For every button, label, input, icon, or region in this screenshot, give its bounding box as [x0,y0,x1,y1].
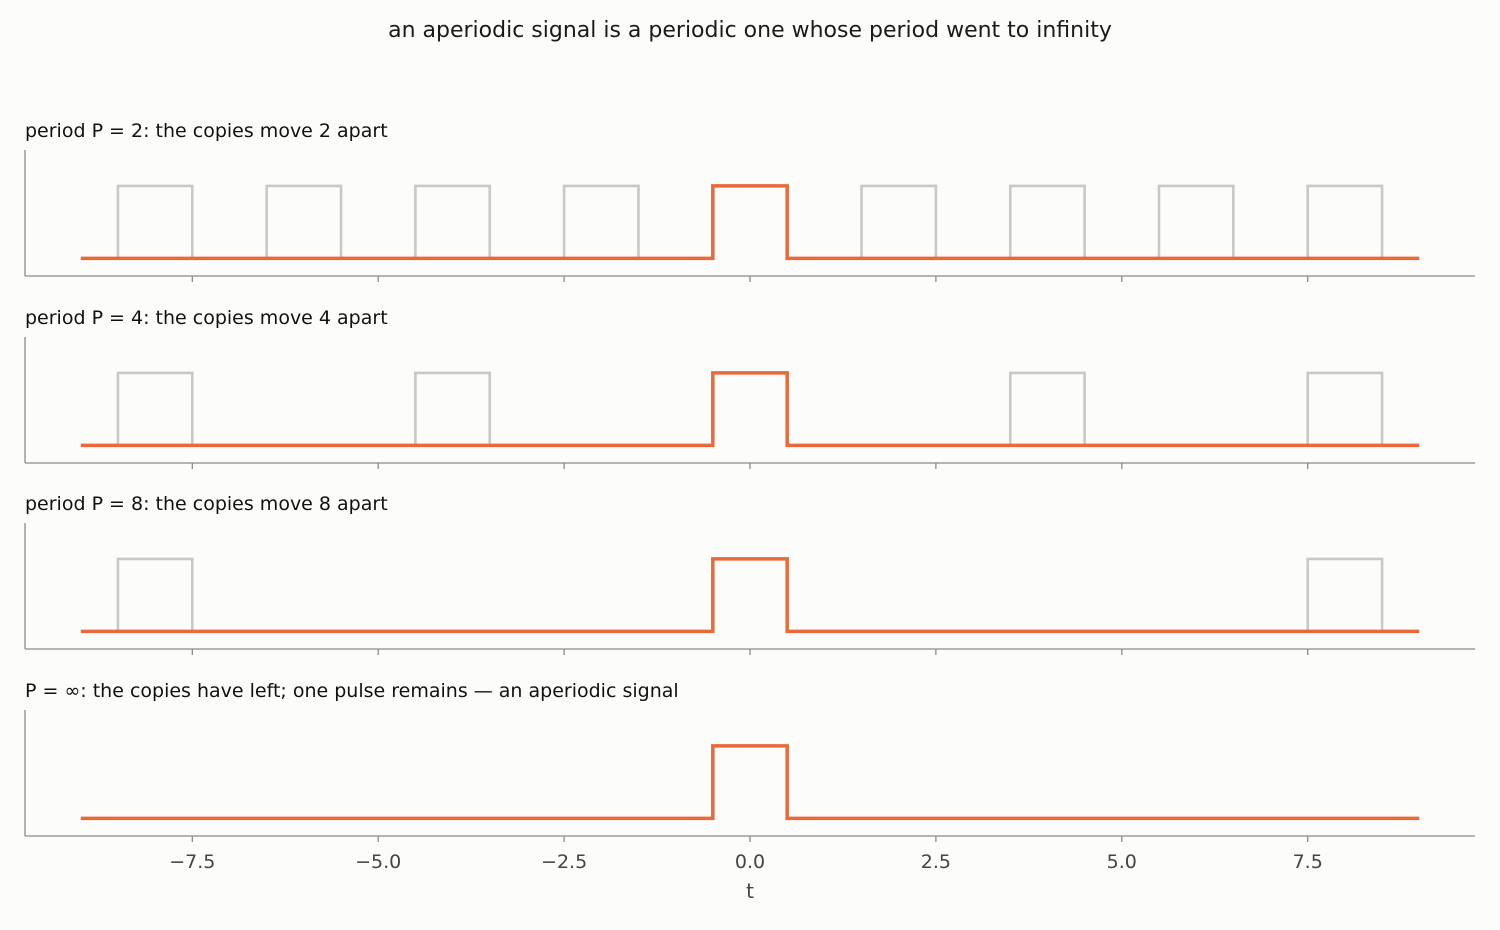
copy-pulse [860,184,938,259]
panel-title: period P = 4: the copies move 4 apart [25,307,388,329]
panel-title: P = ∞: the copies have left; one pulse r… [25,680,679,702]
copy-pulse [414,184,492,259]
x-tick-label: 2.5 [921,851,951,873]
chart-title: an aperiodic signal is a periodic one wh… [388,18,1112,43]
x-tick-label: 0.0 [735,851,765,873]
panels: period P = 2: the copies move 2 apart per… [24,120,1475,842]
signal-line [80,371,1420,448]
copy-pulse [1157,184,1235,259]
copy-pulse [1008,184,1086,259]
x-tick-label: −7.5 [169,851,215,873]
copy-pulse [1306,184,1384,259]
copy-pulse [414,371,492,446]
copy-pulse [116,557,194,632]
x-tick-label: 5.0 [1107,851,1137,873]
x-tick-label: −2.5 [541,851,587,873]
copy-pulse [1008,371,1086,446]
signal-line [80,744,1420,821]
x-tick-label: 7.5 [1293,851,1323,873]
panel-title: period P = 2: the copies move 2 apart [25,120,388,142]
panel-title: period P = 8: the copies move 8 apart [25,493,388,515]
signal-line [80,184,1420,261]
copy-pulse [1306,557,1384,632]
panel-4: P = ∞: the copies have left; one pulse r… [24,680,1475,842]
copy-pulse [265,184,343,259]
signal-line [80,557,1420,634]
copy-pulse [116,184,194,259]
panel-2: period P = 4: the copies move 4 apart [24,307,1475,469]
x-tick-labels: −7.5 −5.0 −2.5 0.0 2.5 5.0 7.5 [169,851,1323,873]
x-axis-label: t [746,879,754,903]
copy-pulse [562,184,640,259]
x-tick-label: −5.0 [355,851,401,873]
panel-3: period P = 8: the copies move 8 apart [24,493,1475,655]
copy-pulse [116,371,194,446]
copy-pulse [1306,371,1384,446]
panel-1: period P = 2: the copies move 2 apart [24,120,1475,282]
